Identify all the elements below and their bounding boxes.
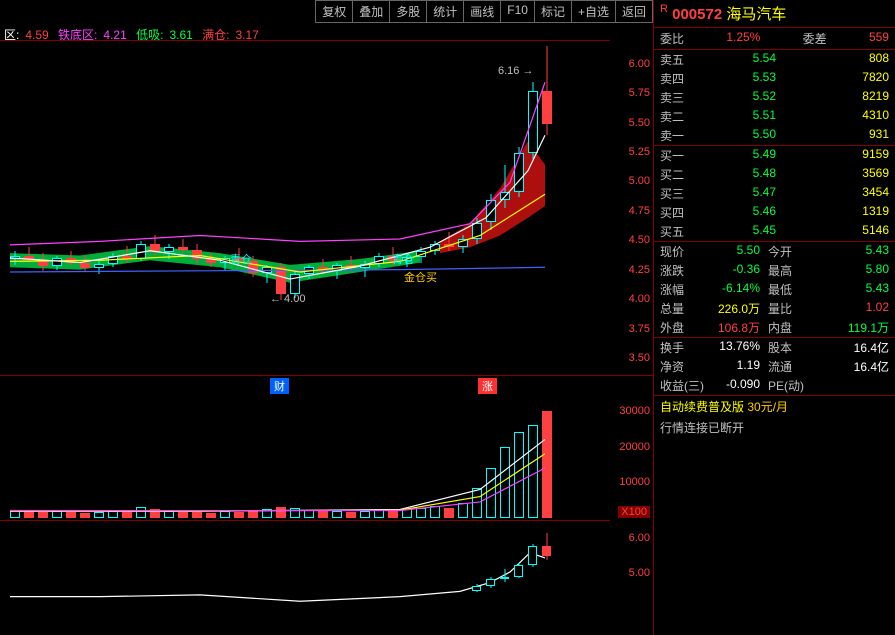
ask-row: 卖二5.514310 (654, 107, 895, 126)
info-row: 总量226.0万量比1.02 (654, 299, 895, 318)
weicha-label: 委差 (803, 30, 827, 47)
extra-info-grid: 换手13.76%股本16.4亿净资1.19流通16.4亿收益(三)-0.090P… (654, 338, 895, 396)
main-candlestick-chart[interactable]: 6.16 →← 4.00青仓青仓金仓买 (0, 40, 610, 370)
connection-status: 行情连接已断开 (654, 417, 895, 438)
notice-price: 30元/月 (747, 400, 788, 414)
price-y-axis: 6.005.755.505.255.004.754.504.254.003.75… (612, 40, 652, 370)
mini-y-axis: 6.005.00 (612, 520, 652, 615)
info-row: 外盘106.8万内盘119.1万 (654, 318, 895, 337)
stock-name: 海马汽车 (726, 6, 786, 23)
orderbook: 卖五5.54808卖四5.537820卖三5.528219卖二5.514310卖… (654, 50, 895, 242)
mini-chart[interactable] (0, 520, 610, 615)
extra-row: 收益(三)-0.090PE(动) (654, 376, 895, 395)
volume-y-axis: X100 300002000010000 (612, 393, 652, 518)
quote-sidebar: R 000572 海马汽车 委比 1.25% 委差 559 卖五5.54808卖… (654, 0, 895, 635)
bid-row: 买五5.455146 (654, 222, 895, 241)
toolbar-F10[interactable]: F10 (500, 1, 534, 22)
toolbar-叠加[interactable]: 叠加 (352, 1, 389, 22)
ratio-row: 委比 1.25% 委差 559 (654, 27, 895, 50)
stock-title[interactable]: R 000572 海马汽车 (654, 0, 895, 27)
chart-area: 复权叠加多股统计画线F10标记+自选返回 区:4.59 铁底区:4.21 低吸:… (0, 0, 654, 635)
toolbar-返回[interactable]: 返回 (615, 1, 652, 22)
toolbar-画线[interactable]: 画线 (463, 1, 500, 22)
notice-text: 自动续费普及版 (660, 400, 744, 414)
bid-row: 买一5.499159 (654, 146, 895, 165)
toolbar-多股[interactable]: 多股 (389, 1, 426, 22)
weicha-value: 559 (869, 30, 889, 47)
info-row: 涨跌-0.36最高5.80 (654, 261, 895, 280)
r-badge: R (660, 3, 668, 15)
weibi-value: 1.25% (726, 30, 760, 47)
info-row: 现价5.50今开5.43 (654, 242, 895, 261)
stock-code: 000572 (672, 6, 722, 23)
ask-row: 卖五5.54808 (654, 50, 895, 69)
subscription-notice[interactable]: 自动续费普及版 30元/月 (654, 396, 895, 417)
toolbar-+自选[interactable]: +自选 (571, 1, 615, 22)
quote-info-grid: 现价5.50今开5.43涨跌-0.36最高5.80涨幅-6.14%最低5.43总… (654, 242, 895, 338)
bid-row: 买三5.473454 (654, 184, 895, 203)
bid-row: 买四5.461319 (654, 203, 895, 222)
vol-x100-badge: X100 (618, 506, 650, 518)
ask-row: 卖四5.537820 (654, 69, 895, 88)
volume-chart[interactable] (0, 393, 610, 518)
extra-row: 净资1.19流通16.4亿 (654, 357, 895, 376)
bid-row: 买二5.483569 (654, 165, 895, 184)
weibi-label: 委比 (660, 30, 684, 47)
ask-row: 卖一5.50931 (654, 126, 895, 145)
volume-label-row: 财 涨 (0, 375, 653, 393)
vol-tag-zhang: 涨 (478, 378, 497, 394)
vol-tag-cai: 财 (270, 378, 289, 394)
ask-row: 卖三5.528219 (654, 88, 895, 107)
info-row: 涨幅-6.14%最低5.43 (654, 280, 895, 299)
toolbar-统计[interactable]: 统计 (426, 1, 463, 22)
toolbar-标记[interactable]: 标记 (534, 1, 571, 22)
toolbar-复权[interactable]: 复权 (316, 1, 352, 22)
toolbar: 复权叠加多股统计画线F10标记+自选返回 (315, 0, 653, 23)
extra-row: 换手13.76%股本16.4亿 (654, 338, 895, 357)
